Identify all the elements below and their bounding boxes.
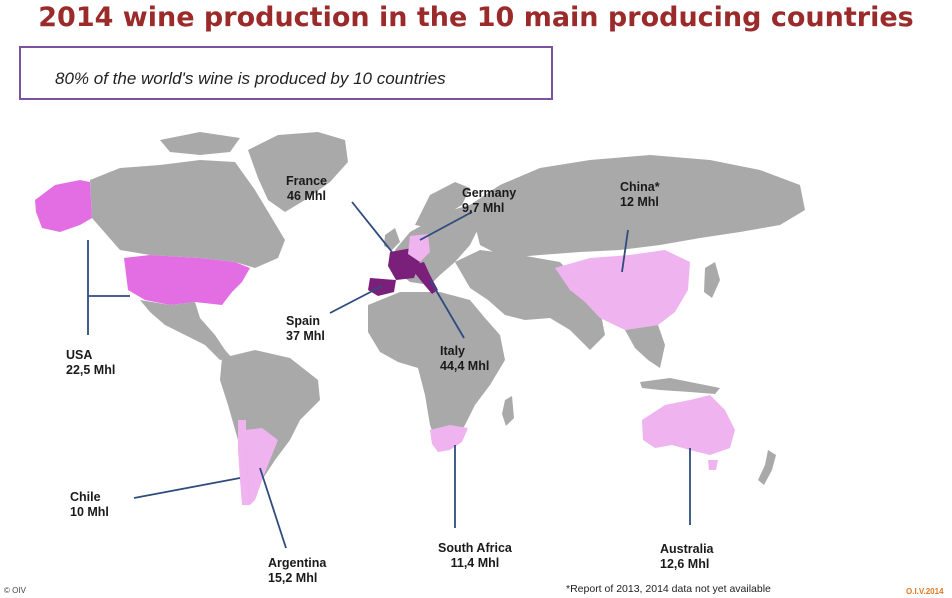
label-germany-name: Germany [462,186,517,200]
label-italy-value: 44,4 Mhl [440,359,490,373]
label-australia-value: 12,6 Mhl [660,557,710,571]
label-spain-value: 37 Mhl [286,329,325,343]
subtitle-box: 80% of the world's wine is produced by 1… [19,46,553,100]
brand-mark: O.I.V.2014 [906,587,944,596]
copyright: © OIV [4,586,26,595]
label-south-africa: South Africa 11,4 Mhl [438,541,512,571]
label-germany-value: 9,7 Mhl [462,201,505,215]
label-germany: Germany 9,7 Mhl [462,186,516,216]
land-tasmania [708,460,718,470]
label-italy-name: Italy [440,344,466,358]
page-title: 2014 wine production in the 10 main prod… [38,2,914,33]
land-new-zealand [758,450,776,485]
label-south-africa-value: 11,4 Mhl [450,556,500,570]
label-spain: Spain 37 Mhl [286,314,325,344]
land-australia [642,395,735,455]
label-australia: Australia 12,6 Mhl [660,542,714,572]
label-chile-name: Chile [70,490,101,504]
label-usa-value: 22,5 Mhl [66,363,116,377]
land-germany [408,234,430,262]
leader-spain [329,285,383,314]
label-argentina: Argentina 15,2 Mhl [268,556,326,586]
land-canada [90,160,285,268]
land-scandinavia [415,182,470,228]
land-italy [414,262,438,294]
label-france: France 46 Mhl [286,174,327,204]
land-africa [368,292,505,448]
label-australia-name: Australia [660,542,714,556]
land-japan [704,262,720,298]
label-usa-name: USA [66,348,93,362]
leader-argentina [259,467,287,549]
label-chile-value: 10 Mhl [70,505,109,519]
land-indonesia [640,378,720,394]
label-china-value: 12 Mhl [620,195,659,209]
land-central-america [140,300,232,360]
label-argentina-value: 15,2 Mhl [268,571,318,585]
land-chile [238,420,250,505]
land-south-america [220,350,320,505]
label-france-value: 46 Mhl [287,189,326,203]
land-south-africa [430,425,468,452]
land-uk [384,228,400,250]
leader-chile [133,477,241,499]
land-southeast-asia [625,325,665,368]
leader-italy [429,279,465,339]
label-italy: Italy 44,4 Mhl [440,344,489,374]
label-argentina-name: Argentina [268,556,327,570]
land-usa [124,255,250,305]
leader-germany [419,211,473,241]
label-chile: Chile 10 Mhl [70,490,109,520]
label-china: China* 12 Mhl [620,180,660,210]
land-arctic-islands [160,132,240,155]
footnote: *Report of 2013, 2014 data not yet avail… [566,583,771,595]
land-argentina [245,428,278,505]
label-china-name: China* [620,180,660,194]
label-usa: USA 22,5 Mhl [66,348,115,378]
label-france-name: France [286,174,327,188]
leader-china [621,229,629,273]
land-greenland [248,132,348,212]
subtitle-text: 80% of the world's wine is produced by 1… [55,69,446,88]
leader-france [351,201,393,253]
label-spain-name: Spain [286,314,321,328]
label-south-africa-name: South Africa [438,541,512,555]
land-china [555,250,690,330]
land-alaska [35,180,92,232]
land-russia [470,155,805,258]
land-madagascar [502,396,514,426]
